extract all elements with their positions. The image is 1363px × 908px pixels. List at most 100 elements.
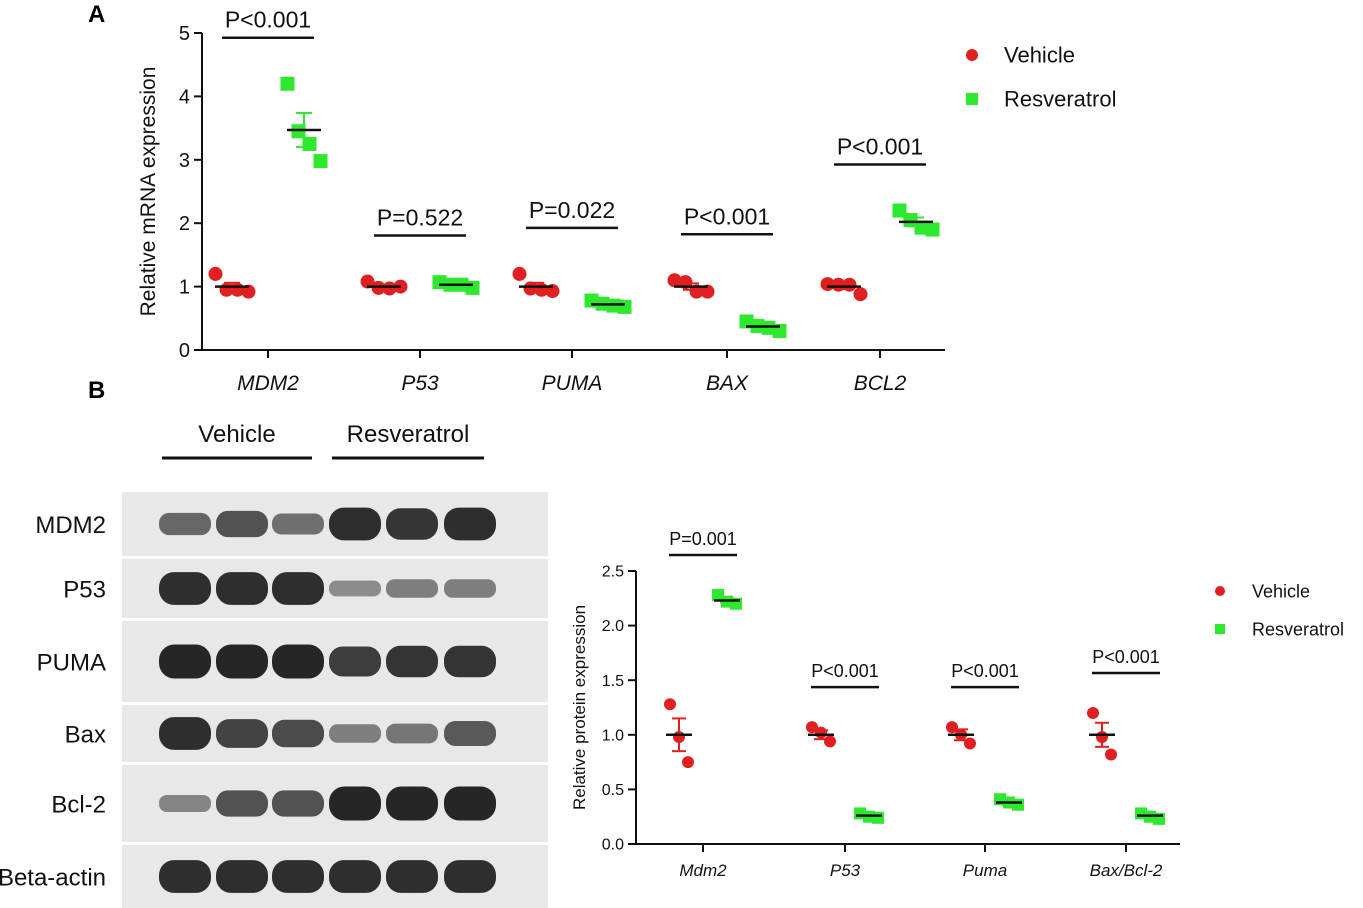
- panel-b-label: B: [88, 377, 105, 404]
- y-axis-label: Relative protein expression: [570, 605, 589, 810]
- x-category-label: P53: [401, 372, 439, 395]
- blot-band: [272, 644, 324, 679]
- resveratrol-point: [914, 220, 929, 235]
- blot-band: [216, 644, 268, 679]
- blot-band: [216, 719, 268, 748]
- blot-band: [159, 644, 211, 679]
- vehicle-point: [360, 274, 375, 289]
- x-category-label: Puma: [963, 861, 1007, 880]
- y-tick-label: 3: [179, 150, 190, 172]
- vehicle-point: [824, 735, 836, 748]
- y-tick-label: 2.5: [602, 564, 624, 581]
- vehicle-point: [853, 287, 868, 302]
- mrna-expression-chart: 0 1 2 3 4 5 Relative mRNA expression MDM2 P<0.00…: [137, 7, 1116, 395]
- protein-expression-chart: 0.0 0.5 1.0 1.5 2.0 2.5 Relative protein expre…: [570, 529, 1344, 880]
- x-category-label: MDM2: [237, 372, 299, 395]
- blot-band: [329, 507, 381, 541]
- vehicle-point: [689, 284, 704, 299]
- resveratrol-point: [465, 280, 480, 295]
- resveratrol-point: [925, 222, 940, 237]
- blot-band: [444, 786, 496, 821]
- resveratrol-point: [892, 203, 907, 218]
- x-category-label: PUMA: [542, 372, 603, 395]
- y-tick-label: 4: [179, 86, 190, 108]
- y-tick-label: 0: [179, 340, 190, 362]
- resveratrol-point: [291, 124, 306, 139]
- blot-band: [386, 723, 438, 744]
- vehicle-point: [1105, 748, 1117, 761]
- x-category-label: BAX: [706, 372, 749, 395]
- p-value-annotation: P<0.001: [1092, 647, 1160, 667]
- blot-band: [329, 786, 381, 821]
- legend-vehicle-marker: [966, 49, 978, 61]
- y-axis-label: Relative mRNA expression: [137, 67, 160, 317]
- blot-band: [272, 513, 324, 535]
- blot-band: [159, 794, 211, 813]
- vehicle-point: [664, 698, 676, 711]
- blot-band: [444, 579, 496, 598]
- blot-band: [272, 790, 324, 817]
- resveratrol-point: [280, 76, 295, 91]
- x-category-label: Mdm2: [679, 861, 727, 880]
- vehicle-point: [208, 266, 223, 281]
- blot-band: [329, 646, 381, 677]
- vehicle-point: [682, 756, 694, 769]
- p-value-annotation: P<0.001: [951, 661, 1019, 681]
- p-value-annotation: P=0.001: [669, 529, 737, 549]
- blot-band: [329, 724, 381, 743]
- vehicle-point: [700, 284, 715, 299]
- blot-band: [444, 860, 496, 893]
- p-value-annotation: P=0.522: [377, 205, 463, 231]
- blot-band: [444, 507, 496, 541]
- blot-band: [444, 645, 496, 678]
- blot-band: [386, 786, 438, 821]
- legend-resveratrol-marker: [966, 93, 978, 105]
- blot-row-label: P53: [63, 577, 106, 604]
- p-value-annotation: P<0.001: [684, 203, 770, 229]
- panel-a-label: A: [88, 1, 105, 28]
- x-category-label: Bax/Bcl-2: [1090, 861, 1163, 880]
- blot-row-label: PUMA: [37, 650, 106, 677]
- blot-band: [329, 860, 381, 893]
- y-tick-label: 1.0: [602, 727, 624, 744]
- blot-band: [216, 860, 268, 893]
- y-tick-label: 5: [179, 23, 190, 45]
- legend-vehicle-marker: [1215, 586, 1225, 596]
- blot-band: [272, 572, 324, 605]
- p-value-annotation: P<0.001: [837, 134, 923, 160]
- blot-band: [159, 512, 211, 536]
- blot-row-label: Bcl-2: [51, 792, 106, 819]
- resveratrol-point: [739, 314, 754, 329]
- x-category-label: P53: [830, 861, 861, 880]
- blot-row-label: Bax: [65, 722, 106, 749]
- blot-band: [216, 572, 268, 605]
- western-blot: Vehicle Resveratrol MDM2 P53 PUMA Bax Bcl-2 Bet…: [0, 421, 548, 908]
- y-tick-label: 2.0: [602, 618, 624, 635]
- blot-group-label: Vehicle: [198, 421, 275, 448]
- p-value-annotation: P<0.001: [811, 661, 879, 681]
- legend-label: Resveratrol: [1252, 619, 1344, 639]
- blot-band: [159, 572, 211, 605]
- blot-row-label: Beta-actin: [0, 865, 106, 892]
- blot-group-label: Resveratrol: [347, 421, 470, 448]
- resveratrol-point: [313, 154, 328, 169]
- vehicle-point: [523, 281, 538, 296]
- blot-row-label: MDM2: [35, 512, 106, 539]
- x-category-label: BCL2: [854, 372, 907, 395]
- blot-band: [272, 860, 324, 893]
- blot-band: [444, 721, 496, 746]
- vehicle-point: [512, 266, 527, 281]
- legend-label: Vehicle: [1004, 43, 1075, 68]
- legend-label: Vehicle: [1252, 581, 1310, 601]
- y-tick-label: 1.5: [602, 673, 624, 690]
- legend-label: Resveratrol: [1004, 87, 1116, 112]
- resveratrol-point: [617, 299, 632, 314]
- blot-band: [159, 717, 211, 750]
- p-value-annotation: P<0.001: [225, 7, 311, 33]
- vehicle-point: [1087, 706, 1099, 719]
- blot-band: [386, 645, 438, 678]
- vehicle-point: [667, 273, 682, 288]
- y-tick-label: 0.0: [602, 837, 624, 854]
- blot-band: [386, 860, 438, 893]
